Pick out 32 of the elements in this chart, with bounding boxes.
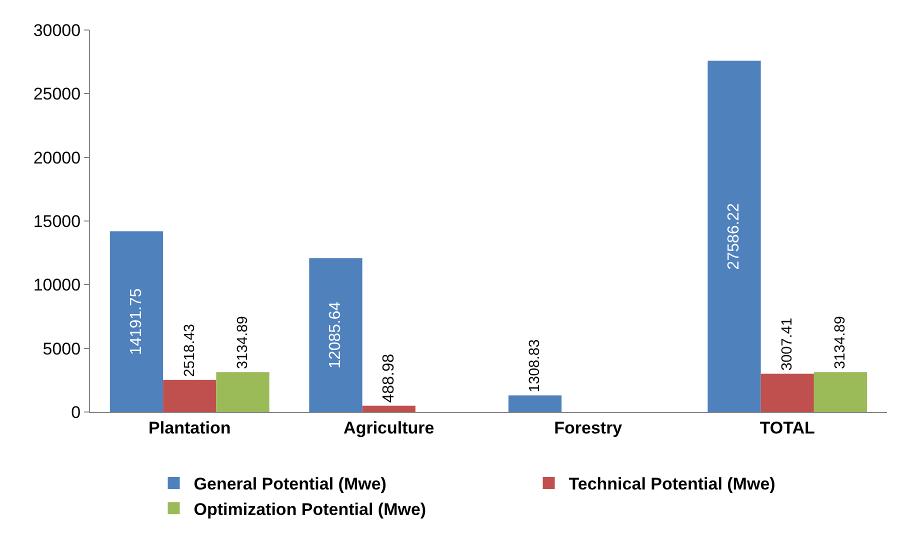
bar — [508, 395, 562, 412]
y-tick-label: 15000 — [33, 212, 81, 231]
x-tick-label: Forestry — [554, 418, 623, 438]
data-label: 3134.89 — [234, 316, 251, 370]
bar — [814, 372, 868, 412]
legend-label: Technical Potential (Mwe) — [568, 474, 776, 494]
bar — [309, 258, 362, 412]
bar — [216, 372, 270, 412]
y-tick-label: 30000 — [33, 20, 81, 40]
y-tick-label: 20000 — [33, 148, 81, 168]
x-tick-label: Plantation — [148, 418, 231, 438]
y-tick-label: 25000 — [33, 84, 81, 104]
bar — [760, 374, 814, 412]
bar — [110, 231, 164, 412]
data-label: 3007.41 — [780, 318, 796, 371]
data-label: 14191.75 — [128, 288, 145, 356]
bar — [163, 380, 216, 412]
legend-label: General Potential (Mwe) — [194, 474, 386, 494]
data-label: 27586.22 — [726, 202, 743, 270]
data-label: 12085.64 — [327, 302, 344, 368]
data-label: 2518.43 — [182, 324, 198, 377]
legend-label: Optimization Potential (Mwe) — [194, 500, 426, 519]
y-tick-label: 5000 — [42, 339, 81, 358]
data-label: 488.98 — [380, 354, 398, 403]
data-label: 1308.83 — [527, 339, 544, 392]
data-label: 3134.89 — [832, 316, 849, 370]
y-tick-label: 10000 — [33, 276, 81, 295]
bar — [708, 60, 761, 412]
x-tick-label: Agriculture — [344, 418, 434, 438]
bar — [362, 406, 416, 412]
x-tick-label: TOTAL — [760, 418, 815, 438]
y-tick-label: 0 — [71, 402, 81, 422]
